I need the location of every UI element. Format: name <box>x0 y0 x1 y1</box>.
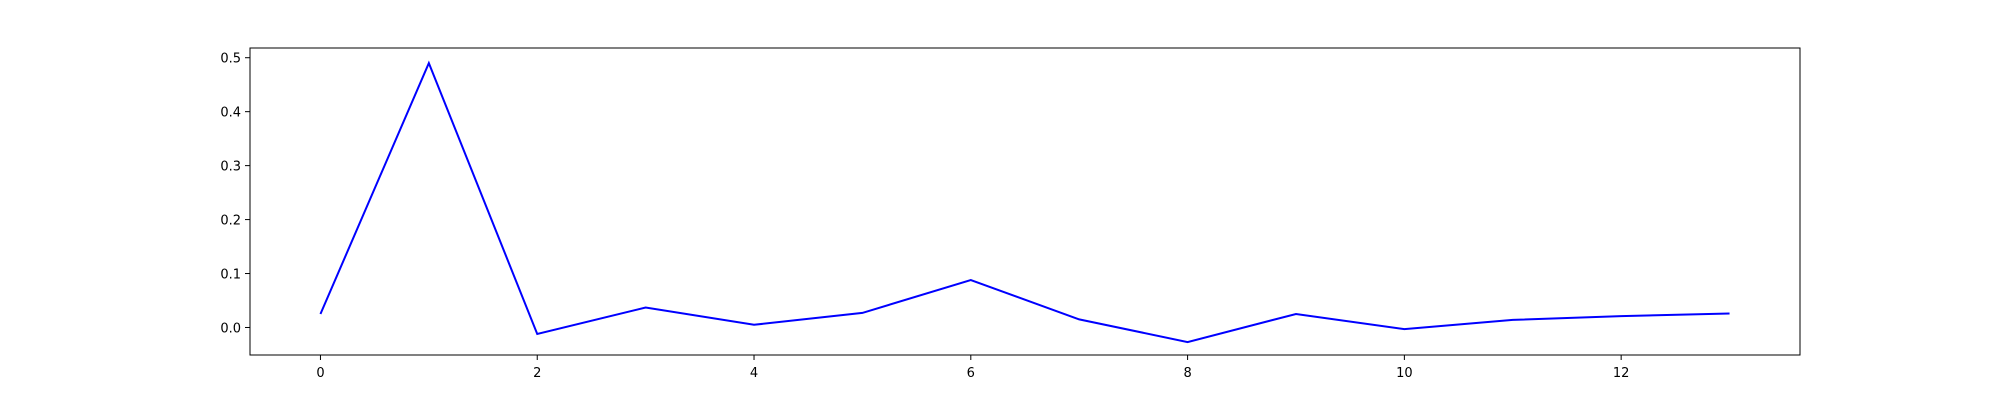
y-tick-label: 0.2 <box>220 214 241 229</box>
x-tick-label: 10 <box>1396 366 1413 381</box>
series-line <box>319 60 1730 344</box>
data-point <box>427 61 431 65</box>
data-point <box>1294 312 1298 316</box>
data-point <box>644 306 648 310</box>
y-tick-label: 0.5 <box>220 52 241 67</box>
data-point <box>1402 327 1406 331</box>
series-group <box>318 60 1732 344</box>
data-point <box>318 312 322 316</box>
data-point <box>1077 317 1081 321</box>
y-tick-label: 0.3 <box>220 160 241 175</box>
x-tick-label: 6 <box>967 366 975 381</box>
data-point <box>535 332 539 336</box>
ticks-group: 0 2 4 6 8 10 12 0.0 0.1 0.2 0.3 0.4 0.5 <box>220 52 1629 381</box>
y-tick-label: 0.0 <box>220 321 241 336</box>
x-tick-label: 4 <box>750 366 758 381</box>
y-tick-label: 0.1 <box>220 268 241 283</box>
x-tick-label: 12 <box>1613 366 1630 381</box>
data-point <box>752 323 756 327</box>
data-point <box>969 278 973 282</box>
x-tick-label: 0 <box>316 366 324 381</box>
plot-frame <box>249 47 1801 356</box>
data-point <box>860 311 864 315</box>
x-tick-label: 8 <box>1183 366 1191 381</box>
data-point <box>1728 311 1732 315</box>
y-tick-label: 0.4 <box>220 106 241 121</box>
data-point <box>1511 318 1515 322</box>
axes-area <box>249 47 1801 356</box>
data-point <box>1619 314 1623 318</box>
x-tick-label: 2 <box>533 366 541 381</box>
data-point <box>1186 340 1190 344</box>
